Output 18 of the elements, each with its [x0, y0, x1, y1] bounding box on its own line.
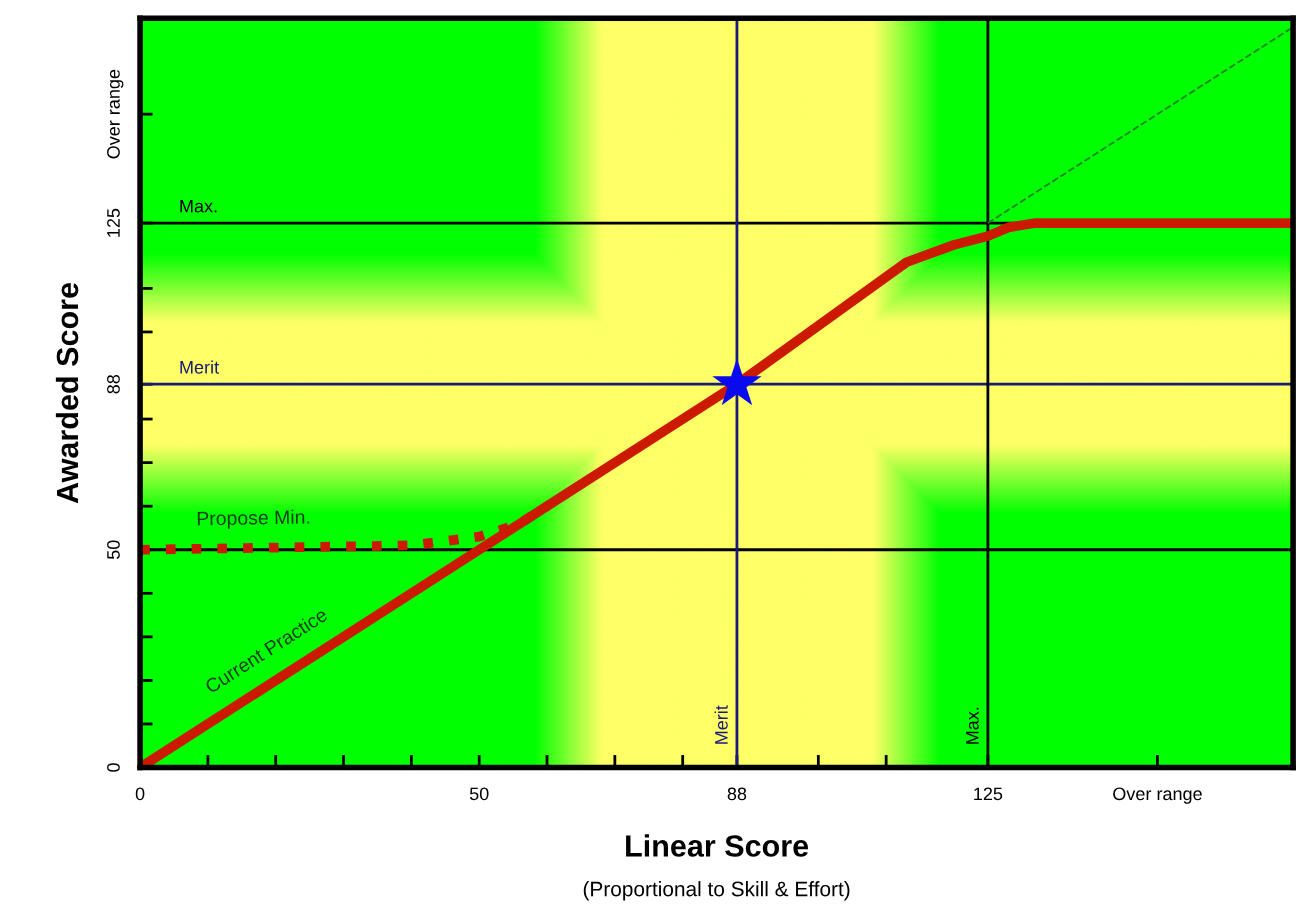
- y-axis-title: Awarded Score: [55, 283, 79, 504]
- x-tick-label: 50: [469, 787, 489, 801]
- x-tick-label: 125: [974, 787, 1003, 801]
- y-tick-label: Over range: [107, 69, 124, 159]
- x-tick-label: Over range: [1113, 787, 1202, 804]
- ref-line-label: Merit: [180, 360, 219, 374]
- ref-line-label: Max.: [180, 199, 217, 213]
- y-tick-label: 50: [107, 540, 120, 560]
- text: (Proportional to Skill & Effort): [583, 881, 850, 901]
- ref-line-label: Merit: [714, 705, 728, 744]
- x-axis-title: Linear Score: [626, 834, 809, 857]
- series-label: Propose Min.: [197, 509, 310, 530]
- y-tick-label: 88: [107, 374, 120, 394]
- x-tick-label: 0: [135, 787, 145, 801]
- ref-line-label: Max.: [966, 707, 979, 744]
- x-tick-label: 88: [727, 787, 747, 801]
- y-tick-label: 0: [107, 763, 120, 772]
- y-tick-label: 125: [107, 208, 120, 237]
